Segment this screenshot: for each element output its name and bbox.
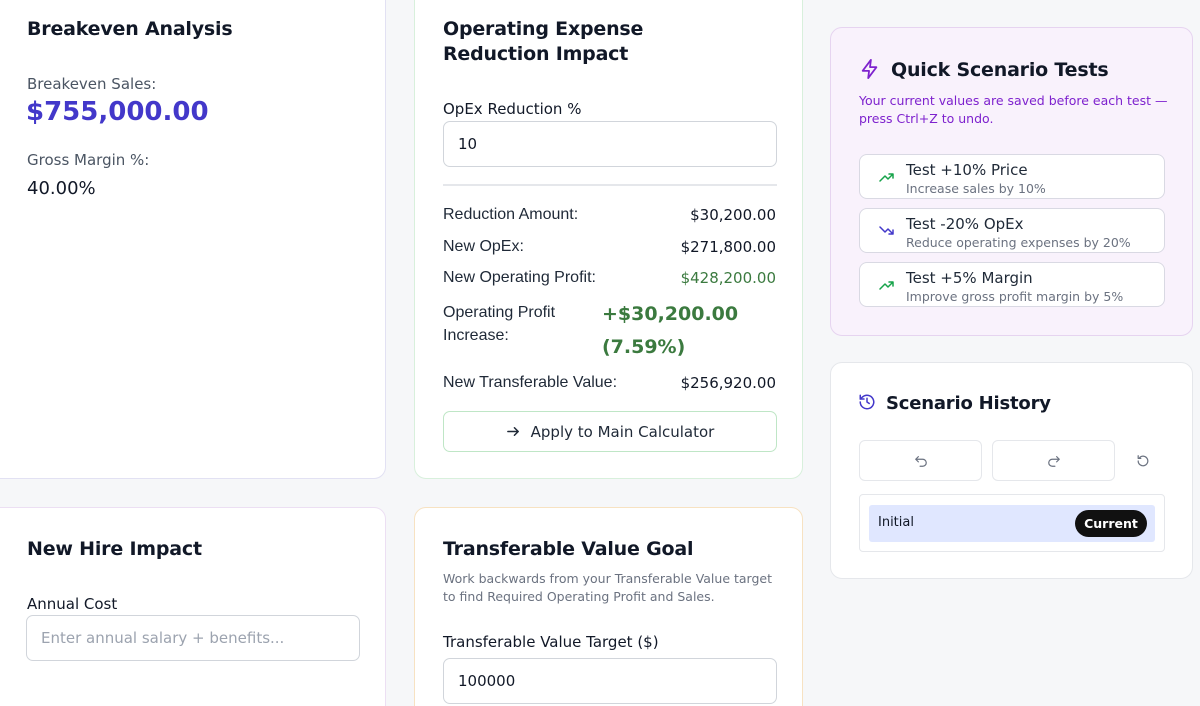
new-hire-title: New Hire Impact xyxy=(27,538,202,560)
history-entry-label: Initial xyxy=(878,515,914,530)
reset-button[interactable] xyxy=(1131,450,1155,472)
test-desc: Increase sales by 10% xyxy=(906,181,1046,196)
result-row: Reduction Amount: $30,200.00 xyxy=(443,206,776,224)
tv-goal-title: Transferable Value Goal xyxy=(443,538,694,560)
tv-target-input[interactable]: 100000 xyxy=(443,658,777,704)
redo-button[interactable] xyxy=(992,440,1115,481)
transferable-value-value: $256,920.00 xyxy=(680,374,776,392)
trending-down-icon xyxy=(879,226,894,235)
profit-increase-percent: (7.59%) xyxy=(602,336,686,358)
undo-button[interactable] xyxy=(859,440,982,481)
redo-icon xyxy=(1047,455,1060,467)
result-row: New OpEx: $271,800.00 xyxy=(443,238,776,256)
quick-tests-title: Quick Scenario Tests xyxy=(891,59,1109,81)
new-operating-profit-label: New Operating Profit: xyxy=(443,269,596,286)
opex-title: Operating Expense Reduction Impact xyxy=(443,18,644,65)
history-entry[interactable]: Initial Current xyxy=(869,505,1155,542)
opex-reduction-card: Operating Expense Reduction Impact OpEx … xyxy=(414,0,803,479)
tv-goal-description: Work backwards from your Transferable Va… xyxy=(443,571,772,604)
test-margin-button[interactable]: Test +5% Margin Improve gross profit mar… xyxy=(859,262,1165,307)
new-opex-label: New OpEx: xyxy=(443,238,524,255)
transferable-value-label: New Transferable Value: xyxy=(443,374,618,391)
history-title: Scenario History xyxy=(886,393,1051,414)
undo-icon xyxy=(914,455,927,467)
trending-up-icon xyxy=(879,173,894,182)
result-row: New Transferable Value: $256,920.00 xyxy=(443,374,776,392)
annual-cost-label: Annual Cost xyxy=(27,595,118,613)
breakeven-sales-value: $755,000.00 xyxy=(26,97,209,127)
gross-margin-label: Gross Margin %: xyxy=(27,151,150,169)
test-opex-button[interactable]: Test -20% OpEx Reduce operating expenses… xyxy=(859,208,1165,253)
divider xyxy=(443,184,777,186)
opex-field-label: OpEx Reduction % xyxy=(443,100,582,118)
apply-to-main-button[interactable]: Apply to Main Calculator xyxy=(443,411,777,452)
transferable-value-goal-card: Transferable Value Goal Work backwards f… xyxy=(414,507,803,706)
result-row: New Operating Profit: $428,200.00 xyxy=(443,269,776,287)
opex-reduction-input[interactable]: 10 xyxy=(443,121,777,167)
reset-icon xyxy=(1137,455,1149,467)
trending-up-icon xyxy=(879,281,894,290)
new-operating-profit-value: $428,200.00 xyxy=(680,269,776,287)
annual-cost-input[interactable]: Enter annual salary + benefits... xyxy=(26,615,360,661)
history-icon xyxy=(859,394,875,410)
breakeven-title: Breakeven Analysis xyxy=(27,18,233,40)
test-title: Test +10% Price xyxy=(906,161,1028,179)
arrow-right-icon xyxy=(506,427,519,436)
apply-button-label: Apply to Main Calculator xyxy=(530,422,715,441)
new-hire-card: New Hire Impact Annual Cost Enter annual… xyxy=(0,507,386,706)
test-title: Test +5% Margin xyxy=(906,269,1033,287)
history-list: Initial Current xyxy=(859,494,1165,552)
profit-increase-label: Operating Profit Increase: xyxy=(443,304,556,344)
quick-scenario-tests-card: Quick Scenario Tests Your current values… xyxy=(830,27,1193,336)
test-desc: Improve gross profit margin by 5% xyxy=(906,289,1124,304)
profit-increase-value: +$30,200.00 xyxy=(602,303,739,325)
tv-target-label: Transferable Value Target ($) xyxy=(443,633,659,651)
breakeven-card: Breakeven Analysis Breakeven Sales: $755… xyxy=(0,0,386,479)
reduction-amount-value: $30,200.00 xyxy=(690,206,776,224)
quick-tests-note: Your current values are saved before eac… xyxy=(859,93,1168,126)
breakeven-sales-label: Breakeven Sales: xyxy=(27,75,157,93)
test-desc: Reduce operating expenses by 20% xyxy=(906,235,1131,250)
lightning-icon xyxy=(861,58,878,80)
new-opex-value: $271,800.00 xyxy=(680,238,776,256)
reduction-amount-label: Reduction Amount: xyxy=(443,206,579,223)
test-title: Test -20% OpEx xyxy=(906,215,1024,233)
current-badge: Current xyxy=(1075,510,1147,537)
test-price-button[interactable]: Test +10% Price Increase sales by 10% xyxy=(859,154,1165,199)
gross-margin-value: 40.00% xyxy=(27,178,96,199)
